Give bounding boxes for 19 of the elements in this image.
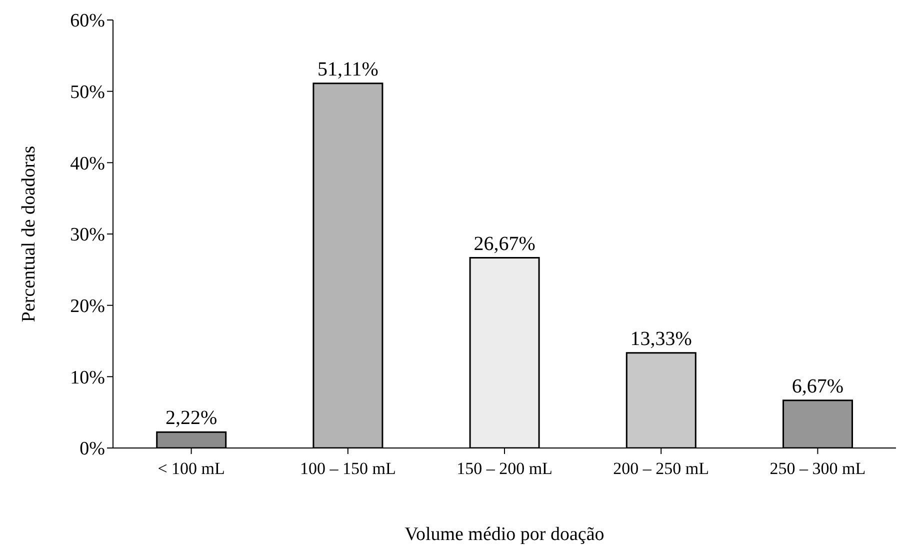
x-tick-label: 250 – 300 mL (770, 459, 866, 478)
y-tick-label: 30% (70, 224, 106, 246)
y-tick-label: 0% (80, 438, 106, 460)
x-axis-title: Volume médio por doação (404, 524, 604, 545)
x-tick-label: 100 – 150 mL (300, 459, 396, 478)
x-tick-label: 200 – 250 mL (613, 459, 710, 478)
data-label: 6,67% (792, 375, 844, 398)
data-label: 51,11% (317, 58, 378, 80)
data-label: 26,67% (474, 232, 536, 255)
y-tick-label: 50% (70, 82, 106, 104)
y-axis-title: Percentual de doadoras (18, 146, 40, 322)
y-tick-label: 40% (70, 153, 106, 174)
y-tick-label: 20% (70, 296, 106, 318)
y-tick-label: 10% (70, 367, 106, 388)
data-label: 2,22% (166, 407, 218, 430)
y-tick-label: 60% (70, 10, 106, 32)
x-tick-label: 150 – 200 mL (456, 459, 552, 478)
x-tick-label: < 100 mL (158, 459, 225, 478)
data-label: 13,33% (630, 328, 692, 350)
